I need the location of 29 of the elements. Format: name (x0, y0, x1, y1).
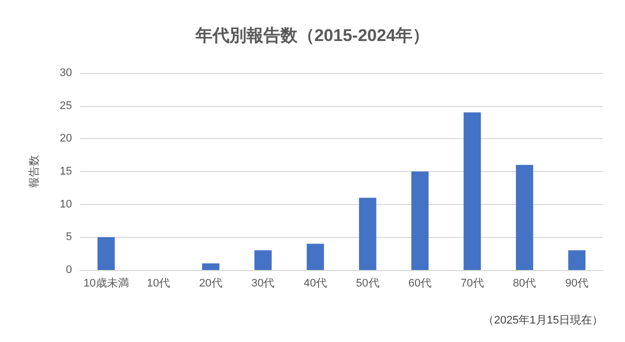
x-tick-label: 90代 (565, 278, 588, 290)
x-tick-label: 10代 (146, 278, 170, 290)
x-tick-label: 80代 (512, 278, 536, 290)
y-axis-title: 報告数 (28, 155, 40, 188)
y-tick-label: 5 (66, 231, 72, 244)
y-tick-label: 20 (60, 132, 72, 145)
bar (359, 198, 376, 270)
x-tick-label: 30代 (251, 278, 275, 290)
bar (306, 244, 324, 270)
x-tick-label: 10歳未満 (84, 276, 129, 290)
bar (516, 164, 534, 270)
y-tick-label: 30 (60, 67, 72, 79)
x-tick-label: 70代 (460, 278, 484, 290)
y-tick-label: 0 (66, 264, 72, 276)
bar (202, 263, 220, 270)
x-tick-label: 50代 (356, 278, 380, 290)
bar (411, 172, 429, 270)
bar (98, 237, 115, 270)
bar (464, 112, 481, 270)
y-tick-label: 25 (60, 100, 72, 112)
x-tick-label: 40代 (304, 278, 327, 290)
text: （2025年1月15日現在） (483, 314, 604, 326)
bar (254, 250, 272, 270)
chart-title: 年代別報告数（2015-2024年） (194, 26, 430, 45)
x-tick-label: 20代 (199, 278, 222, 290)
y-tick-label: 15 (60, 166, 72, 178)
y-tick-label: 10 (60, 198, 72, 210)
bar (568, 250, 586, 270)
x-tick-label: 60代 (408, 278, 432, 290)
